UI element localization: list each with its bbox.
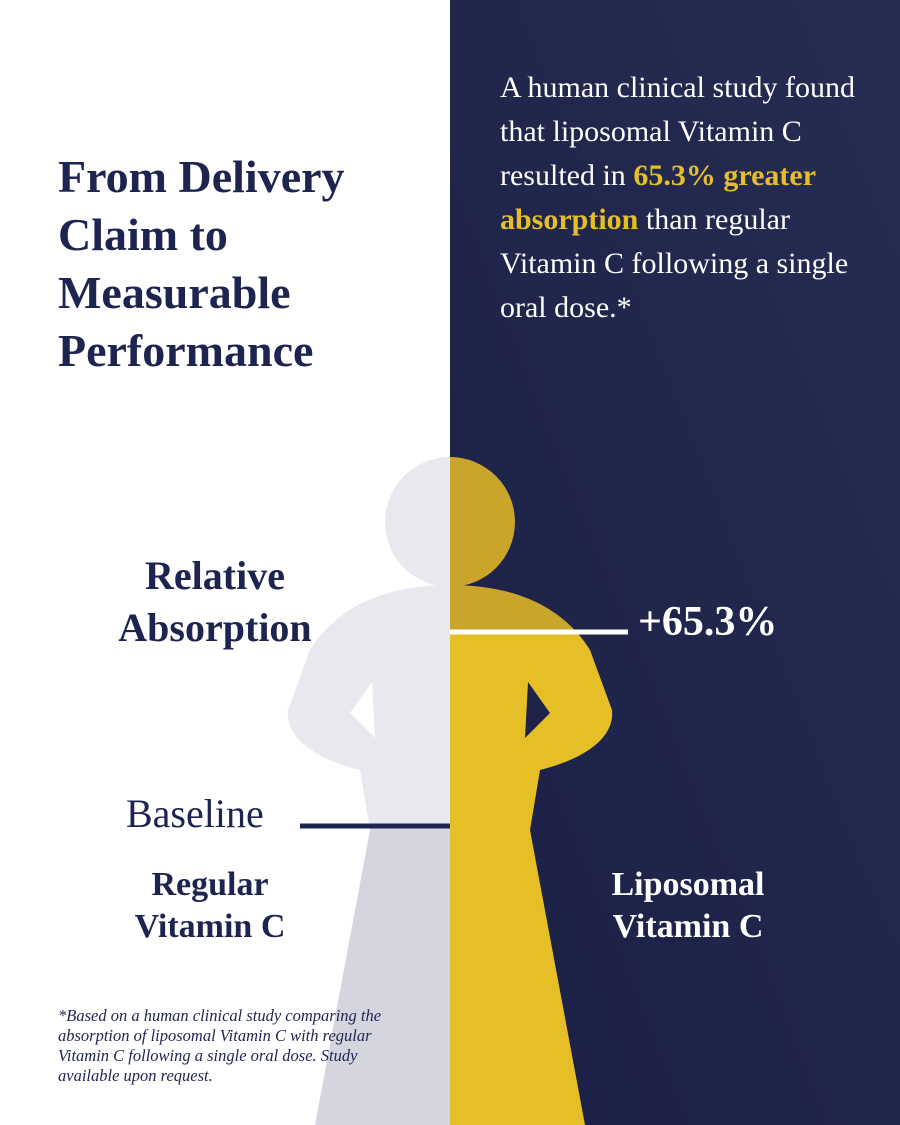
baseline-label: Baseline bbox=[126, 791, 264, 836]
right-product: Liposomal Vitamin C bbox=[611, 866, 765, 945]
title-line: Claim to bbox=[58, 209, 228, 260]
intro-text: than regular Vitamin C following a singl… bbox=[500, 203, 849, 324]
axis-label: Relative Absorption bbox=[118, 553, 312, 650]
title-line: From Delivery bbox=[58, 151, 345, 202]
footnote: *Based on a human clinical study compari… bbox=[58, 1006, 382, 1085]
intro-highlight: 65.3% greater absorption bbox=[500, 159, 816, 236]
intro-text: A human clinical study found that liposo… bbox=[500, 71, 855, 192]
title: From Delivery Claim to Measurable Perfor… bbox=[58, 148, 438, 380]
intro: A human clinical study found that liposo… bbox=[500, 66, 870, 330]
increase-label: +65.3% bbox=[638, 599, 778, 645]
left-product: Regular Vitamin C bbox=[134, 866, 286, 945]
title-line: Performance bbox=[58, 325, 314, 376]
title-line: Measurable bbox=[58, 267, 291, 318]
